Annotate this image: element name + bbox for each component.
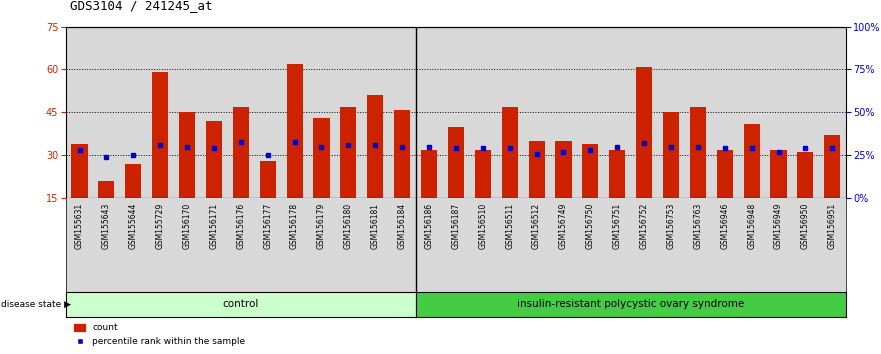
Bar bbox=[825, 135, 840, 198]
Bar bbox=[367, 95, 383, 198]
Text: GSM155729: GSM155729 bbox=[156, 203, 165, 249]
Bar bbox=[314, 118, 329, 198]
Bar bbox=[233, 107, 249, 198]
Bar bbox=[340, 107, 357, 198]
Text: GSM156187: GSM156187 bbox=[451, 203, 461, 249]
Text: GSM155643: GSM155643 bbox=[102, 203, 111, 249]
Text: GSM156510: GSM156510 bbox=[478, 203, 487, 249]
Text: GSM156951: GSM156951 bbox=[828, 203, 837, 249]
Bar bbox=[555, 141, 572, 198]
Text: GSM156511: GSM156511 bbox=[505, 203, 515, 249]
Bar bbox=[636, 67, 652, 198]
Text: GSM155631: GSM155631 bbox=[75, 203, 84, 249]
Bar bbox=[609, 150, 626, 198]
Bar bbox=[260, 161, 276, 198]
Text: GSM156946: GSM156946 bbox=[721, 203, 729, 249]
Text: GDS3104 / 241245_at: GDS3104 / 241245_at bbox=[70, 0, 213, 12]
Bar bbox=[663, 113, 679, 198]
Text: disease state ▶: disease state ▶ bbox=[1, 300, 70, 309]
Bar bbox=[529, 141, 544, 198]
Text: GSM156763: GSM156763 bbox=[693, 203, 702, 249]
Text: GSM156948: GSM156948 bbox=[747, 203, 756, 249]
Bar bbox=[771, 150, 787, 198]
Bar bbox=[501, 107, 518, 198]
Bar bbox=[206, 121, 222, 198]
Text: GSM156180: GSM156180 bbox=[344, 203, 353, 249]
Bar bbox=[179, 113, 195, 198]
Bar bbox=[744, 124, 759, 198]
Text: GSM156186: GSM156186 bbox=[425, 203, 433, 249]
Text: GSM156750: GSM156750 bbox=[586, 203, 595, 249]
Bar bbox=[690, 107, 706, 198]
Text: control: control bbox=[223, 299, 259, 309]
Text: GSM156950: GSM156950 bbox=[801, 203, 810, 249]
Text: GSM156752: GSM156752 bbox=[640, 203, 648, 249]
Bar bbox=[475, 150, 491, 198]
Bar bbox=[71, 144, 87, 198]
Bar bbox=[394, 109, 411, 198]
Bar bbox=[717, 150, 733, 198]
Bar bbox=[582, 144, 598, 198]
Text: GSM156176: GSM156176 bbox=[236, 203, 245, 249]
Bar bbox=[286, 64, 303, 198]
Text: GSM156751: GSM156751 bbox=[612, 203, 622, 249]
Text: insulin-resistant polycystic ovary syndrome: insulin-resistant polycystic ovary syndr… bbox=[517, 299, 744, 309]
Text: GSM156178: GSM156178 bbox=[290, 203, 300, 249]
Text: GSM156177: GSM156177 bbox=[263, 203, 272, 249]
Bar bbox=[125, 164, 141, 198]
Bar bbox=[421, 150, 437, 198]
Text: GSM156753: GSM156753 bbox=[667, 203, 676, 249]
Text: GSM156179: GSM156179 bbox=[317, 203, 326, 249]
Bar bbox=[99, 181, 115, 198]
Text: GSM156512: GSM156512 bbox=[532, 203, 541, 249]
Text: GSM156749: GSM156749 bbox=[559, 203, 568, 249]
Text: GSM156949: GSM156949 bbox=[774, 203, 783, 249]
Bar bbox=[448, 127, 464, 198]
Text: GSM156184: GSM156184 bbox=[397, 203, 407, 249]
Text: GSM156170: GSM156170 bbox=[182, 203, 191, 249]
Text: GSM156181: GSM156181 bbox=[371, 203, 380, 249]
Legend: count, percentile rank within the sample: count, percentile rank within the sample bbox=[70, 320, 249, 349]
Bar bbox=[797, 153, 813, 198]
Text: GSM155644: GSM155644 bbox=[129, 203, 137, 249]
Bar bbox=[152, 72, 168, 198]
Text: GSM156171: GSM156171 bbox=[210, 203, 218, 249]
